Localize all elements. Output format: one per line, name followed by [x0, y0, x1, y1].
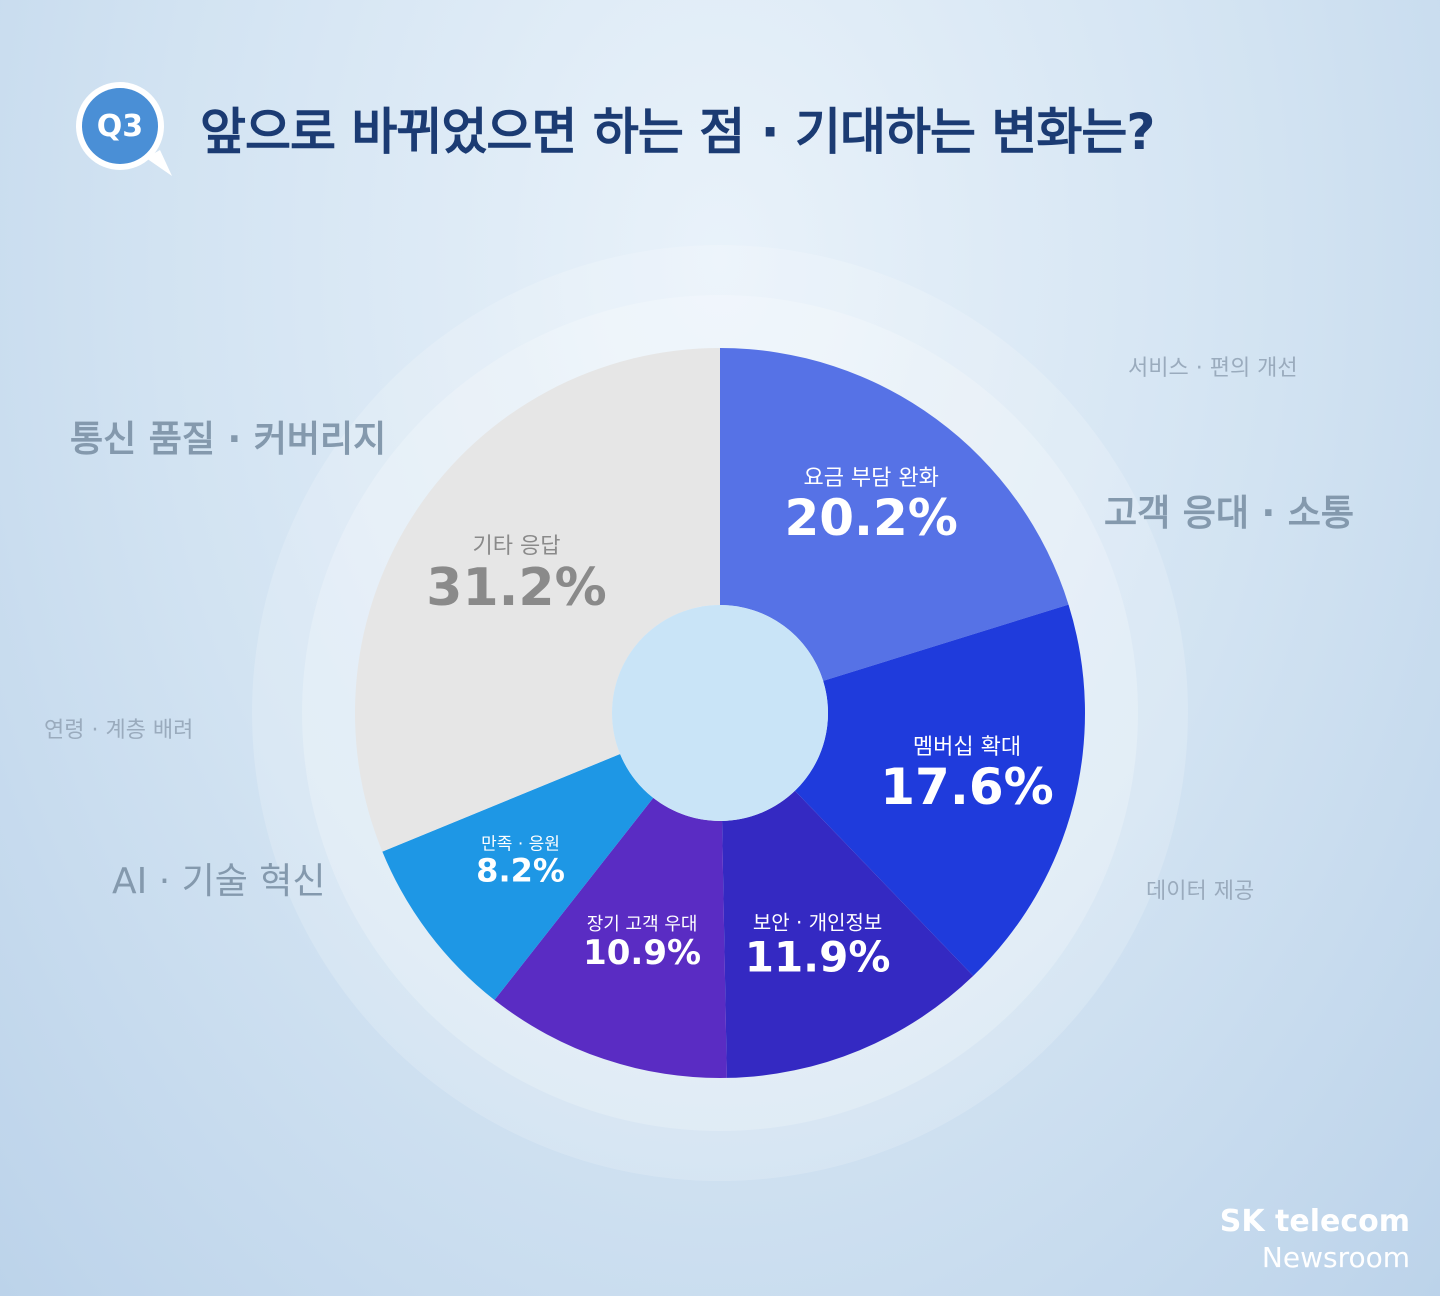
keyword-age-consideration: 연령 · 계층 배려: [44, 718, 194, 743]
slice-2: [722, 790, 974, 1078]
keyword-network-quality: 통신 품질 · 커버리지: [70, 419, 387, 460]
slice-5: [355, 348, 720, 852]
speech-bubble-icon: [76, 82, 172, 176]
slice-label-1: 멤버십 확대: [913, 735, 1021, 760]
slice-label-0: 요금 부담 완화: [803, 466, 938, 491]
keyword-customer-service: 고객 응대 · 소통: [1104, 493, 1354, 534]
keyword-data-provision: 데이터 제공: [1146, 879, 1255, 904]
slice-label-4: 만족 · 응원: [481, 834, 560, 854]
slice-value-3: 10.9%: [583, 933, 701, 973]
slice-label-3: 장기 고객 우대: [587, 914, 698, 935]
slice-value-5: 31.2%: [426, 558, 606, 618]
slice-3: [494, 797, 727, 1078]
slice-4: [382, 754, 654, 1000]
keyword-ai-innovation: AI · 기술 혁신: [112, 861, 326, 902]
center-hole: [612, 605, 828, 821]
slice-label-2: 보안 · 개인정보: [753, 911, 882, 935]
slice-value-0: 20.2%: [784, 489, 957, 547]
brand-subtitle: Newsroom: [1261, 1241, 1410, 1274]
slice-label-5: 기타 응답: [473, 534, 561, 559]
slice-1: [794, 604, 1085, 976]
slice-value-2: 11.9%: [745, 933, 891, 982]
keyword-service-convenience: 서비스 · 편의 개선: [1128, 356, 1298, 381]
question-badge: Q3: [74, 80, 174, 180]
slice-value-1: 17.6%: [880, 758, 1053, 816]
page-title: 앞으로 바뀌었으면 하는 점 · 기대하는 변화는?: [200, 103, 1155, 161]
question-number: Q3: [96, 108, 144, 144]
brand-name: SK telecom: [1219, 1204, 1410, 1239]
brand-logo: SK telecom Newsroom: [1220, 1204, 1410, 1276]
slice-value-4: 8.2%: [476, 851, 565, 889]
slice-0: [720, 348, 1069, 681]
